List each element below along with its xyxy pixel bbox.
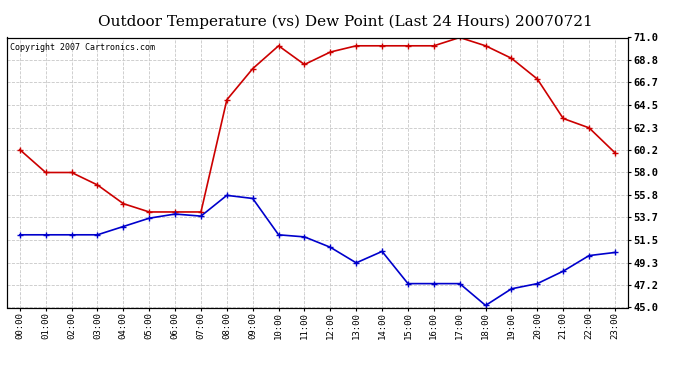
Text: Outdoor Temperature (vs) Dew Point (Last 24 Hours) 20070721: Outdoor Temperature (vs) Dew Point (Last…: [97, 15, 593, 29]
Text: Copyright 2007 Cartronics.com: Copyright 2007 Cartronics.com: [10, 43, 155, 52]
